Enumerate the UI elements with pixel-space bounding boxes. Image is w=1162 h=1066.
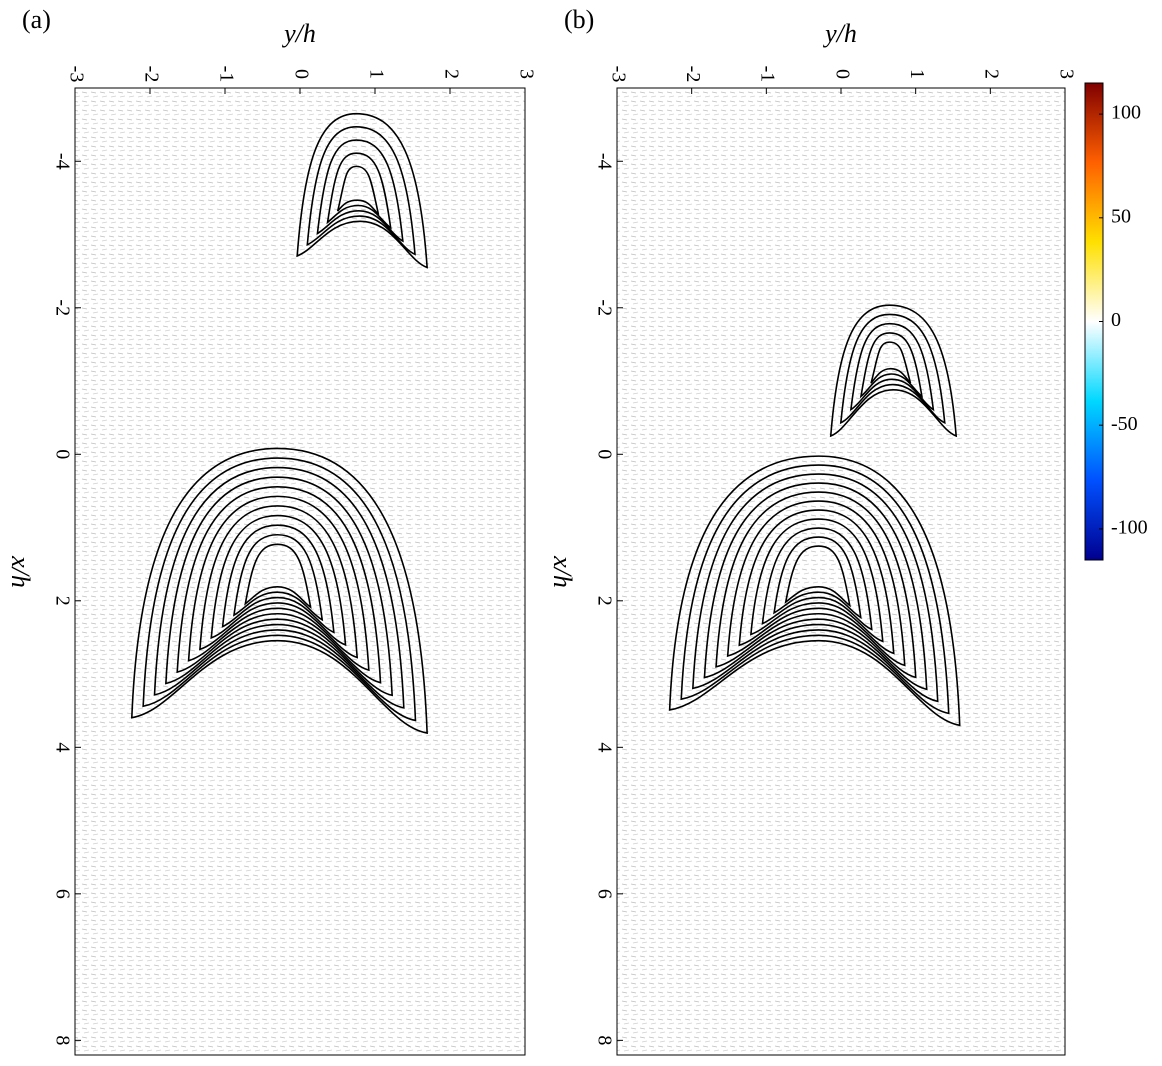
y-tick-label: 2 [51, 596, 73, 606]
dune-contour [761, 527, 873, 631]
x-tick-label: -2 [140, 66, 162, 83]
x-tick-label: 0 [831, 69, 853, 79]
dune-contour [142, 457, 417, 722]
y-tick-label: 6 [51, 889, 73, 899]
dune-contour [738, 509, 895, 655]
colorbar-tick-label: 100 [1111, 102, 1141, 124]
vector-field-texture [617, 88, 1065, 1055]
y-tick-label: -2 [51, 299, 73, 316]
y-tick-label: 0 [593, 449, 615, 459]
x-tick-label: 3 [515, 69, 537, 79]
colorbar-tick-label: 0 [1111, 309, 1121, 331]
x-tick-label: 0 [290, 69, 312, 79]
y-tick-label: -4 [51, 153, 73, 170]
dune-contour [176, 485, 382, 684]
x-tick-label: -2 [682, 66, 704, 83]
dune-contour [130, 447, 428, 734]
y-tick-label: 8 [593, 1035, 615, 1045]
dune-contour [726, 500, 906, 667]
colorbar-tick-label: -50 [1111, 413, 1138, 435]
dune-contour [784, 545, 851, 608]
x-tick-label: -3 [65, 66, 87, 83]
dune-contour [749, 518, 884, 643]
dune-contour [680, 464, 950, 715]
x-tick-label: 1 [906, 69, 928, 79]
dune-contour [336, 165, 380, 216]
dune-contour [703, 482, 928, 691]
dune-contour [316, 139, 404, 243]
dune-contour [187, 495, 370, 672]
y-tick-label: 4 [593, 742, 615, 752]
x-tick-label: 2 [981, 69, 1003, 79]
dune-contour [839, 313, 946, 425]
panel-label: (b) [564, 5, 594, 34]
x-tick-label: -1 [757, 66, 779, 83]
x-tick-label: 3 [1055, 69, 1077, 79]
y-tick-label: 6 [593, 889, 615, 899]
colorbar-tick-label: 50 [1111, 205, 1131, 227]
x-tick-label: -1 [215, 66, 237, 83]
y-tick-label: 2 [593, 596, 615, 606]
dune-contour [773, 536, 862, 619]
y-tick-label: 4 [51, 742, 73, 752]
x-axis-label: y/h [281, 19, 316, 48]
y-tick-label: -4 [593, 153, 615, 170]
dune-contour [306, 126, 416, 256]
dune-contour [715, 491, 917, 679]
dune-contour [829, 304, 958, 438]
dune-contour [244, 543, 312, 609]
dune-contour [692, 473, 939, 703]
dune-contour [232, 533, 324, 622]
x-tick-label: 2 [440, 69, 462, 79]
dune-contour [210, 514, 347, 647]
dune-contour [849, 322, 935, 412]
dune-contour [221, 524, 335, 634]
y-tick-label: 0 [51, 449, 73, 459]
dune-contour [153, 466, 405, 709]
colorbar-tick-label: -100 [1111, 516, 1148, 538]
y-tick-label: -2 [593, 299, 615, 316]
x-tick-label: 1 [365, 69, 387, 79]
dune-contour [326, 152, 392, 230]
dune-contour [859, 332, 924, 399]
dune-contour [199, 505, 359, 659]
vector-field-texture [75, 88, 525, 1055]
panel-label: (a) [22, 5, 51, 34]
dune-contour [668, 455, 961, 727]
y-tick-label: 8 [51, 1035, 73, 1045]
x-tick-label: -3 [607, 66, 629, 83]
x-axis-label: y/h [822, 19, 857, 48]
dune-contour [870, 341, 912, 384]
y-axis-label: x/h [6, 555, 35, 588]
dune-contour [165, 476, 393, 697]
y-axis-label: x/h [548, 555, 577, 588]
dune-contour [296, 112, 429, 269]
